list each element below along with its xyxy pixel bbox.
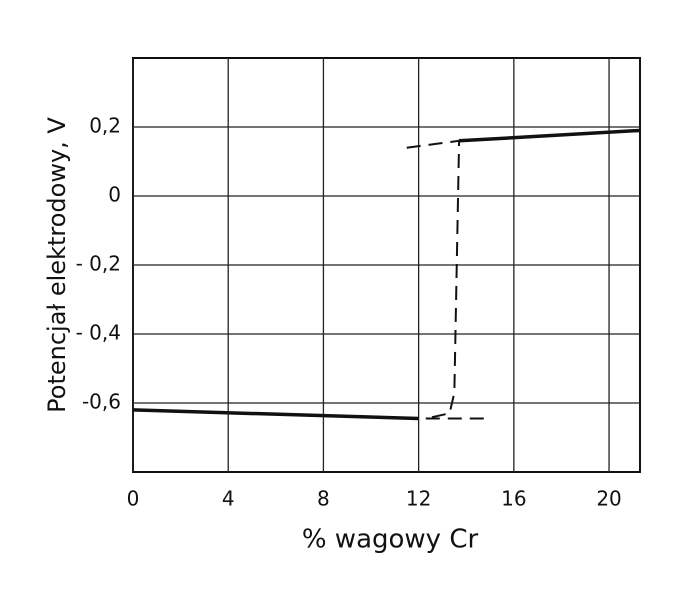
x-tick-label: 12 — [406, 487, 431, 511]
x-tick-label: 0 — [127, 487, 140, 511]
x-axis-label: % wagowy Cr — [302, 525, 479, 555]
x-tick-label: 16 — [501, 487, 526, 511]
data-line — [458, 128, 641, 143]
y-tick-label: - 0,2 — [76, 252, 121, 276]
y-tick-label: 0 — [108, 183, 121, 207]
data-line — [132, 408, 419, 421]
y-axis-label: Potencjał elektrodowy, V — [43, 117, 71, 413]
y-tick-label: - 0,4 — [76, 321, 121, 345]
y-tick-label: 0,2 — [89, 114, 121, 138]
x-tick-label: 4 — [222, 487, 235, 511]
x-tick-label: 20 — [596, 487, 621, 511]
dashed-line — [406, 139, 461, 420]
y-tick-label: -0,6 — [82, 390, 121, 414]
x-tick-label: 8 — [317, 487, 330, 511]
